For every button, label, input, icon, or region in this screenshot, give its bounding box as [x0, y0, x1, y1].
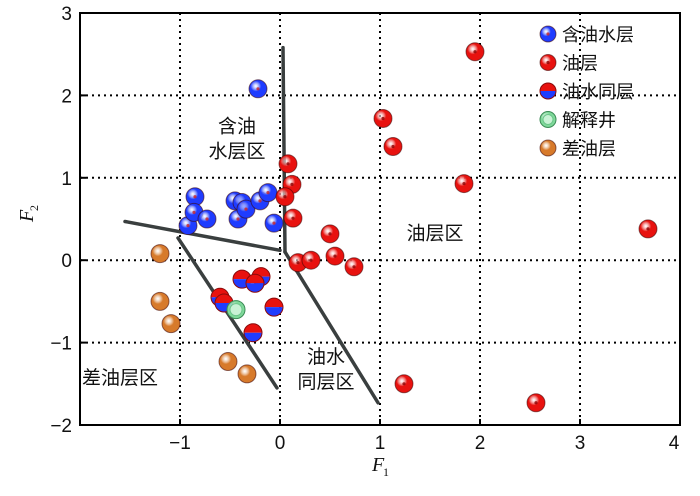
boundary-line [123, 219, 282, 253]
y-tick-label: 2 [61, 86, 72, 107]
data-point-lower [244, 332, 262, 342]
data-point-center [402, 382, 406, 386]
data-point-center [391, 144, 395, 149]
x-tick-label: 0 [275, 433, 286, 454]
data-point [150, 291, 170, 311]
region-label: 差油层区 [82, 367, 158, 389]
data-point-center [462, 181, 466, 186]
data-point-center [266, 191, 270, 195]
region-label: 水层区 [208, 140, 265, 162]
data-point [244, 323, 262, 333]
data-point-center [290, 182, 294, 186]
x-axis-label: F [371, 454, 385, 476]
data-point-center [646, 227, 650, 231]
region-label: 油水 [307, 346, 345, 368]
data-point-inner [229, 303, 243, 317]
legend-marker-center [546, 32, 550, 36]
data-point [233, 270, 251, 280]
data-point-center [381, 116, 385, 121]
data-point-lower [246, 283, 264, 293]
data-point-outline [243, 323, 263, 343]
y-axis-label-group: F2 [16, 205, 41, 223]
boundary-line [283, 250, 380, 405]
legend-marker [540, 83, 556, 91]
y-axis-label: F [16, 209, 38, 223]
x-tick-label: −1 [169, 433, 191, 454]
data-point-center [283, 195, 287, 199]
data-point [161, 314, 181, 334]
data-point-center [286, 162, 290, 166]
data-point [218, 352, 238, 372]
data-point-center [193, 195, 197, 199]
data-point [265, 298, 283, 308]
data-point-center [205, 217, 209, 221]
data-point-center [352, 265, 356, 269]
data-point-outline [264, 297, 284, 317]
y-tick-label: −2 [50, 416, 72, 437]
data-point-outline [245, 273, 265, 293]
data-point-center [272, 221, 276, 225]
data-point [150, 244, 170, 264]
data-point-center [258, 199, 262, 203]
legend-label: 油层 [562, 54, 598, 75]
x-tick-label: 2 [475, 433, 486, 454]
data-point-center [256, 87, 260, 91]
x-tick-label: 3 [575, 433, 586, 454]
legend-label: 油水同层 [562, 82, 634, 103]
legend-marker [539, 139, 557, 157]
x-tick-label: 4 [669, 433, 680, 454]
legend-label: 解释井 [562, 111, 616, 132]
data-point-center [186, 223, 190, 228]
data-point [215, 294, 233, 304]
y-axis-label-sub: 2 [27, 205, 41, 211]
data-point-center [473, 50, 477, 54]
data-point-lower [265, 307, 283, 317]
y-tick-label: 1 [61, 169, 72, 190]
legend-marker-outline [539, 82, 557, 100]
data-point [237, 364, 257, 384]
y-tick-label: 3 [61, 4, 72, 25]
region-label: 同层区 [297, 371, 354, 393]
data-point-center [534, 401, 538, 405]
region-label: 油层区 [406, 223, 463, 245]
data-point-center [236, 217, 240, 221]
region-label: 含油 [218, 115, 256, 137]
legend-marker-center [546, 60, 550, 65]
data-point-center [244, 207, 248, 211]
data-point-center [309, 258, 313, 262]
data-point-center [328, 232, 332, 236]
x-axis-label-sub: 1 [383, 465, 389, 479]
data-point-center [192, 210, 196, 215]
legend-label: 含油水层 [562, 25, 634, 46]
legend-label: 差油层 [562, 139, 616, 160]
data-point [246, 274, 264, 284]
y-tick-label: −1 [50, 334, 72, 355]
legend-marker-lower [540, 91, 556, 99]
y-tick-label: 0 [61, 251, 72, 272]
data-point-center [296, 261, 300, 265]
data-point-center [291, 216, 295, 220]
legend-marker-inner [542, 114, 554, 125]
data-point-center [333, 254, 337, 258]
x-tick-label: 1 [375, 433, 386, 454]
